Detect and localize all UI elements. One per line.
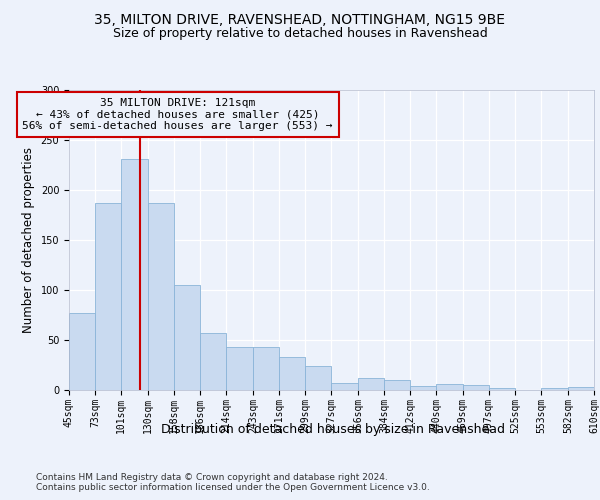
Text: Contains public sector information licensed under the Open Government Licence v3: Contains public sector information licen…	[36, 484, 430, 492]
Bar	[174, 285, 200, 390]
Bar	[358, 378, 384, 390]
Bar	[95, 203, 121, 390]
Bar	[69, 313, 95, 390]
Bar	[568, 387, 594, 390]
Bar	[200, 333, 226, 390]
Bar	[121, 159, 148, 390]
Text: 35, MILTON DRIVE, RAVENSHEAD, NOTTINGHAM, NG15 9BE: 35, MILTON DRIVE, RAVENSHEAD, NOTTINGHAM…	[95, 12, 505, 26]
Bar	[279, 357, 305, 390]
Bar	[148, 203, 174, 390]
Bar	[463, 385, 489, 390]
Text: Contains HM Land Registry data © Crown copyright and database right 2024.: Contains HM Land Registry data © Crown c…	[36, 472, 388, 482]
Text: Distribution of detached houses by size in Ravenshead: Distribution of detached houses by size …	[161, 422, 505, 436]
Text: 35 MILTON DRIVE: 121sqm
← 43% of detached houses are smaller (425)
56% of semi-d: 35 MILTON DRIVE: 121sqm ← 43% of detache…	[22, 98, 333, 131]
Bar	[384, 380, 410, 390]
Y-axis label: Number of detached properties: Number of detached properties	[22, 147, 35, 333]
Bar	[226, 347, 253, 390]
Bar	[436, 384, 463, 390]
Bar	[253, 347, 279, 390]
Bar	[541, 388, 568, 390]
Bar	[410, 386, 436, 390]
Bar	[331, 383, 358, 390]
Bar	[305, 366, 331, 390]
Bar	[489, 388, 515, 390]
Text: Size of property relative to detached houses in Ravenshead: Size of property relative to detached ho…	[113, 28, 487, 40]
